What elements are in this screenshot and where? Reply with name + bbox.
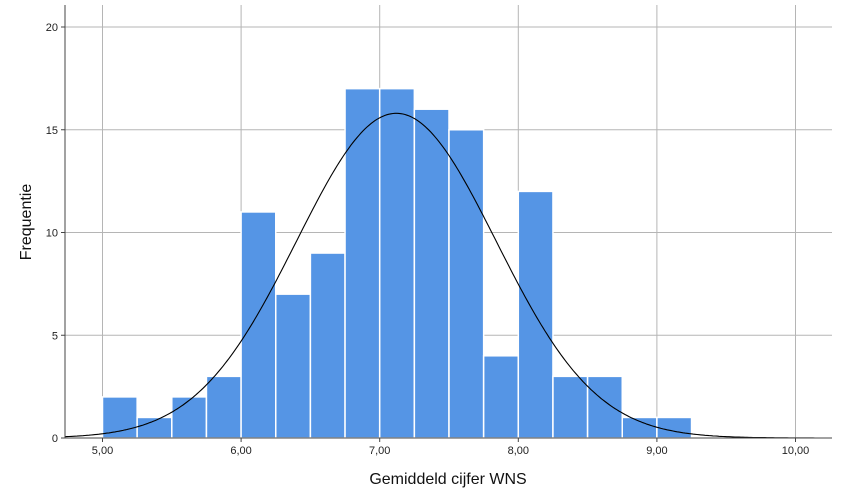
histogram-bar [205,375,242,439]
histogram-bar [552,375,589,439]
histogram-bar [275,293,312,439]
histogram-bar [656,416,693,439]
y-tick-label: 5 [52,330,58,342]
y-tick-label: 15 [46,125,58,137]
x-tick-label: 7,00 [369,445,390,457]
y-axis-title: Frequentie [18,184,35,261]
x-tick-label: 9,00 [646,445,667,457]
tick-label-layer: 0 5 10 15 20 5,00 6,00 7,00 8,00 9,00 10,00 [46,22,810,457]
normal-curve [64,112,831,439]
histogram-bar [171,396,208,439]
x-tick-label: 10,00 [782,445,810,457]
x-tick-label: 5,00 [92,445,113,457]
histogram-bar [482,355,520,439]
histogram-bar [586,375,623,439]
x-tick-label: 6,00 [230,445,251,457]
axis-layer [61,5,832,442]
bars-layer [101,87,693,439]
histogram-bar [413,108,450,439]
histogram-bar [378,87,416,439]
curve-layer [64,112,831,439]
histogram-bar [309,252,346,439]
x-axis-title: Gemiddeld cijfer WNS [369,471,526,488]
x-tick-label: 8,00 [508,445,529,457]
histogram-bar [621,416,658,439]
histogram-bar [101,396,138,439]
y-tick-label: 20 [46,22,58,34]
histogram-bar [240,211,277,439]
histogram-bar [344,87,381,439]
y-tick-label: 0 [52,433,58,445]
y-tick-label: 10 [46,228,58,240]
histogram-bar [448,129,485,439]
